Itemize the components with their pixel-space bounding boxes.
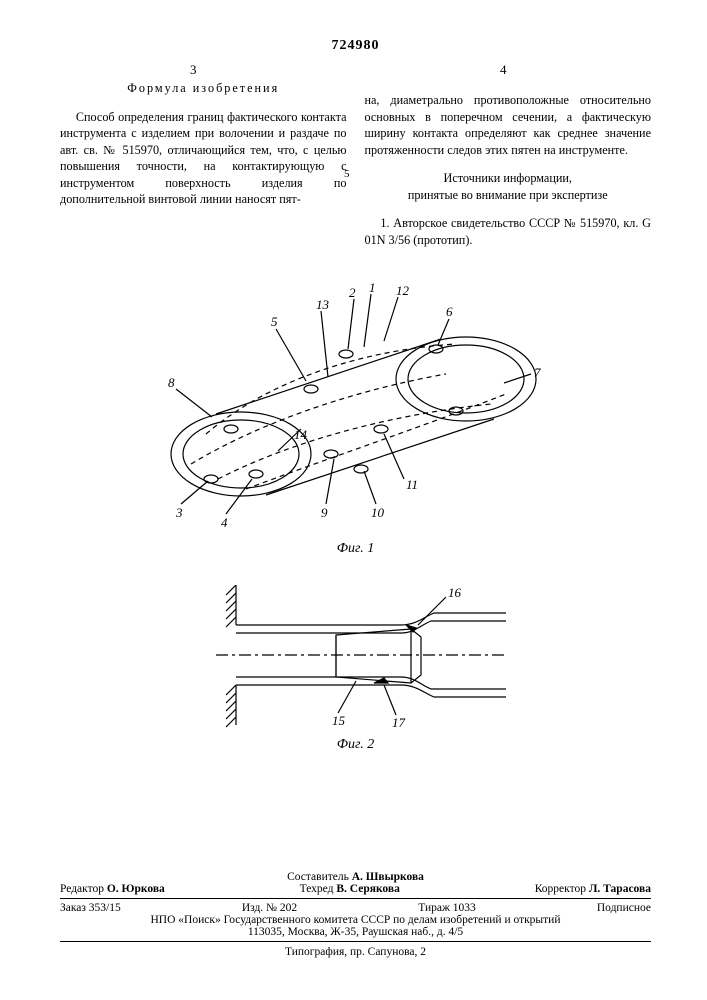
publication-row: Заказ 353/15 Изд. № 202 Тираж 1033 Подпи… [60,902,651,914]
svg-text:4: 4 [221,515,228,530]
tech-name: В. Серякова [336,883,400,895]
svg-text:7: 7 [534,365,541,380]
svg-text:14: 14 [294,427,308,442]
svg-text:11: 11 [406,477,418,492]
editor-cell: Редактор О. Юркова [60,883,165,895]
figure-1-svg: 1 2 3 4 5 6 7 8 9 10 11 12 13 14 [146,279,566,539]
subscription: Подписное [597,902,651,914]
tech-label: Техред [300,883,334,895]
corrector-label: Корректор [535,883,586,895]
svg-text:17: 17 [392,715,406,730]
svg-text:2: 2 [349,285,356,300]
edition-number: Изд. № 202 [242,902,297,914]
figure-2-svg: 15 16 17 [206,585,506,735]
claim-text-right: на, диаметрально противоположные относит… [365,92,652,158]
figure-2-caption: Фиг. 2 [60,737,651,753]
svg-text:12: 12 [396,283,410,298]
svg-text:16: 16 [448,585,462,600]
organization: НПО «Поиск» Государственного комитета СС… [60,914,651,926]
column-numbers: 3 4 [60,62,651,76]
source-item: 1. Авторское свидетельство СССР № 515970… [365,215,652,248]
sources-title: Источники информации, [365,170,652,186]
svg-text:8: 8 [168,375,175,390]
col-num-right: 4 [500,62,507,78]
footer: Составитель А. Швыркова Редактор О. Юрко… [60,871,651,958]
line-number-5: 5 [344,168,350,180]
figure-1-caption: Фиг. 1 [60,541,651,557]
patent-page: 724980 3 4 Формула изобретения Способ оп… [0,0,707,1000]
claim-text-left: Способ определения границ фактического к… [60,109,347,208]
corrector-cell: Корректор Л. Тарасова [535,883,651,895]
typography: Типография, пр. Сапунова, 2 [60,946,651,958]
figure-1-area: 1 2 3 4 5 6 7 8 9 10 11 12 13 14 Фиг. 1 [60,279,651,557]
figure-2-area: 15 16 17 Фиг. 2 [60,585,651,753]
editor-label: Редактор [60,883,104,895]
svg-text:5: 5 [271,314,278,329]
sources-subtitle: принятые во внимание при экспертизе [365,187,652,203]
claims-title: Формула изобретения [60,80,347,96]
svg-text:13: 13 [316,297,330,312]
document-number: 724980 [60,38,651,54]
svg-text:15: 15 [332,713,346,728]
svg-text:6: 6 [446,304,453,319]
svg-text:10: 10 [371,505,385,520]
order-number: Заказ 353/15 [60,902,121,914]
compiler-name: А. Швыркова [352,871,424,883]
tech-cell: Техред В. Серякова [300,883,400,895]
print-run: Тираж 1033 [418,902,476,914]
text-columns: Формула изобретения Способ определения г… [60,80,651,261]
corrector-name: Л. Тарасова [589,883,651,895]
credits-row: Редактор О. Юркова Техред В. Серякова Ко… [60,883,651,895]
col-num-left: 3 [190,62,197,78]
divider-2 [60,941,651,942]
svg-text:3: 3 [175,505,183,520]
compiler-line: Составитель А. Швыркова [60,871,651,883]
address: 113035, Москва, Ж-35, Раушская наб., д. … [60,926,651,938]
divider-1 [60,898,651,899]
right-column: на, диаметрально противоположные относит… [365,80,652,261]
editor-name: О. Юркова [107,883,165,895]
left-column: Формула изобретения Способ определения г… [60,80,347,261]
svg-text:1: 1 [369,280,376,295]
svg-text:9: 9 [321,505,328,520]
compiler-label: Составитель [287,871,349,883]
